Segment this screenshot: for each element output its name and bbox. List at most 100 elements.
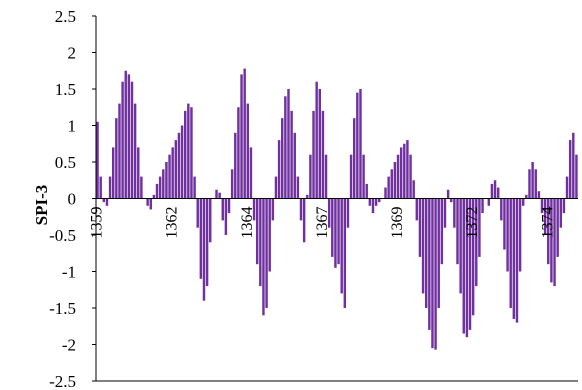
- bar: [252, 198, 256, 221]
- bar: [296, 176, 300, 199]
- bar: [349, 154, 353, 199]
- bar: [152, 194, 156, 199]
- bars-group: [96, 68, 578, 350]
- bar: [506, 198, 509, 272]
- bar: [471, 198, 475, 316]
- bar: [290, 110, 293, 199]
- bar: [481, 198, 484, 214]
- bar: [168, 154, 171, 199]
- bar: [281, 118, 284, 199]
- bar: [137, 147, 140, 199]
- bar: [315, 81, 318, 199]
- bar: [456, 198, 459, 265]
- bar: [568, 140, 572, 199]
- bar: [537, 191, 541, 199]
- x-ticks-group: 1359136213641367136913721374137713791382…: [89, 207, 557, 239]
- bar: [434, 198, 437, 350]
- bar: [121, 81, 124, 199]
- bar: [359, 89, 362, 199]
- bar: [534, 169, 537, 199]
- bar: [356, 92, 359, 199]
- bar: [421, 198, 425, 294]
- y-tick-label: 1: [68, 117, 77, 136]
- bar: [340, 198, 343, 294]
- bar: [115, 118, 118, 199]
- bar: [105, 198, 109, 206]
- bar: [446, 189, 450, 199]
- bar: [553, 198, 556, 287]
- bar: [346, 198, 350, 228]
- y-tick-label: -1: [62, 263, 76, 282]
- bar: [368, 198, 372, 206]
- bar: [227, 198, 231, 214]
- bar: [187, 103, 190, 199]
- bar: [431, 198, 434, 349]
- bar: [265, 198, 268, 308]
- bar: [293, 132, 296, 199]
- bar: [299, 198, 303, 221]
- bar: [387, 176, 390, 199]
- bar: [202, 198, 206, 301]
- bar: [572, 132, 575, 199]
- y-tick-label: 1.5: [55, 80, 76, 99]
- y-tick-label: -0.5: [49, 226, 76, 245]
- bar: [531, 162, 534, 199]
- bar: [503, 198, 506, 250]
- bar: [496, 187, 500, 199]
- bar: [193, 176, 196, 199]
- bar: [312, 110, 315, 199]
- bar: [271, 198, 275, 221]
- bar: [493, 180, 497, 199]
- bar: [324, 154, 328, 199]
- bar: [406, 140, 409, 199]
- bar: [158, 176, 162, 199]
- bar: [515, 198, 519, 323]
- bar: [450, 198, 453, 203]
- bar: [478, 198, 481, 257]
- bar: [190, 107, 193, 199]
- bar: [352, 118, 356, 199]
- bar: [393, 162, 397, 199]
- bar: [565, 176, 569, 199]
- bar: [171, 147, 174, 199]
- bar: [396, 154, 400, 199]
- bar: [365, 183, 368, 199]
- bar: [133, 103, 137, 199]
- bar: [196, 198, 199, 228]
- bar: [440, 198, 444, 265]
- bar: [321, 110, 325, 199]
- bar: [468, 198, 472, 330]
- bar: [525, 194, 528, 199]
- y-tick-label: 0.5: [55, 153, 76, 172]
- bar: [146, 198, 149, 206]
- bar: [237, 107, 240, 199]
- bar: [490, 183, 494, 199]
- bar: [230, 169, 234, 199]
- x-tick-label: 1374: [539, 207, 556, 239]
- bar: [284, 96, 287, 199]
- bar: [259, 198, 262, 287]
- bar: [547, 198, 550, 265]
- x-tick-label: 1359: [89, 207, 106, 239]
- bar: [412, 180, 415, 199]
- bar: [337, 198, 340, 265]
- y-tick-label: -2: [62, 336, 76, 355]
- bar: [462, 198, 465, 334]
- bar: [127, 74, 131, 199]
- bar: [177, 132, 181, 199]
- bar: [334, 198, 337, 268]
- bar: [130, 81, 134, 199]
- bar: [390, 169, 393, 199]
- bar: [287, 89, 290, 199]
- bar: [140, 176, 143, 199]
- bar: [378, 198, 381, 203]
- y-tick-label: 2.5: [55, 7, 76, 26]
- bar: [424, 198, 428, 308]
- axes-group: [95, 16, 578, 382]
- bar: [155, 183, 159, 199]
- bar: [180, 125, 184, 199]
- bar: [374, 198, 378, 206]
- bar: [575, 154, 578, 199]
- bar: [209, 198, 212, 243]
- bar: [465, 198, 469, 338]
